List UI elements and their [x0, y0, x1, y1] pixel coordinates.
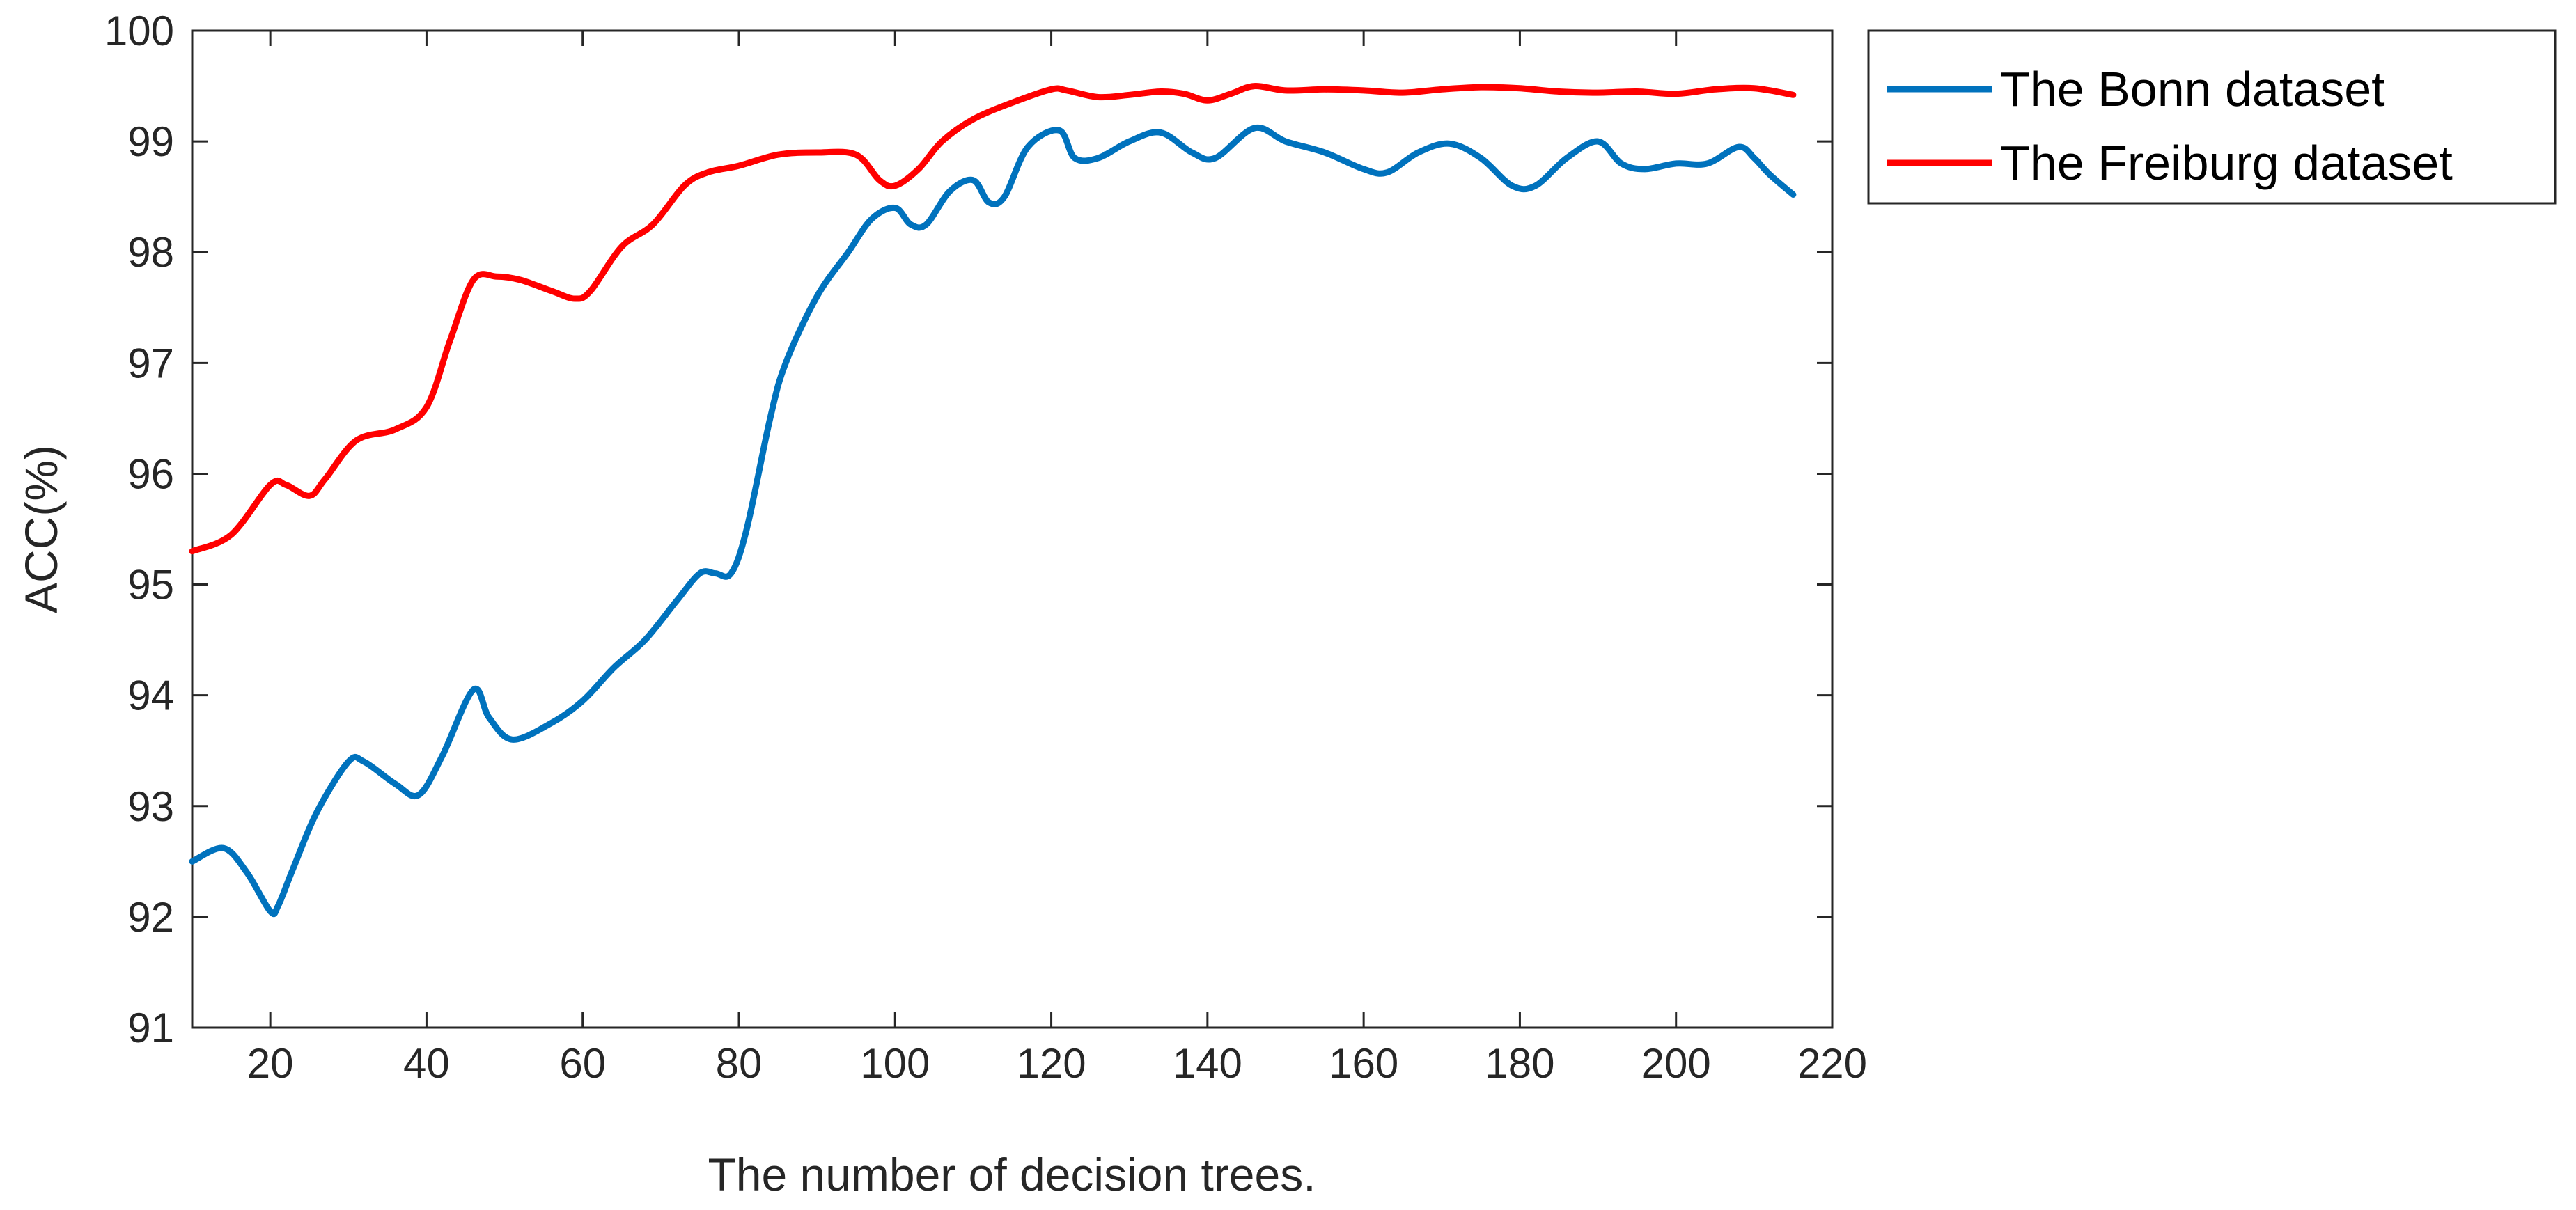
series-line-bonn — [189, 124, 1797, 918]
y-tick-label: 98 — [127, 229, 174, 276]
y-tick-label: 100 — [104, 8, 174, 54]
x-tick-label: 120 — [1017, 1040, 1086, 1087]
y-tick-label: 91 — [127, 1005, 174, 1051]
legend-label-bonn: The Bonn dataset — [2000, 62, 2385, 116]
series-line-freiburg — [189, 83, 1797, 555]
y-tick-label: 93 — [127, 783, 174, 830]
x-axis-ticks: 20 40 60 80 100 120 140 160 180 200 220 — [247, 31, 1867, 1087]
y-axis-ticks: 91 92 93 94 95 96 97 98 99 100 — [104, 8, 1832, 1051]
series-layer — [189, 83, 1797, 918]
y-tick-label: 94 — [127, 673, 174, 719]
x-axis-label: The number of decision trees. — [708, 1149, 1316, 1200]
y-tick-label: 95 — [127, 562, 174, 608]
x-tick-label: 140 — [1173, 1040, 1242, 1087]
x-tick-label: 200 — [1641, 1040, 1711, 1087]
axes-box — [191, 29, 1834, 1029]
x-tick-label: 20 — [247, 1040, 294, 1087]
y-tick-label: 99 — [127, 118, 174, 165]
x-tick-label: 100 — [860, 1040, 930, 1087]
x-tick-label: 40 — [403, 1040, 450, 1087]
x-tick-label: 160 — [1329, 1040, 1398, 1087]
y-tick-label: 97 — [127, 340, 174, 386]
y-axis-label: ACC(%) — [15, 445, 67, 613]
x-tick-label: 80 — [716, 1040, 763, 1087]
y-tick-label: 92 — [127, 894, 174, 941]
plot-area — [189, 29, 1834, 1029]
y-tick-label: 96 — [127, 450, 174, 497]
legend: The Bonn dataset The Freiburg dataset — [1867, 29, 2557, 205]
x-tick-label: 60 — [559, 1040, 606, 1087]
x-tick-label: 220 — [1797, 1040, 1867, 1087]
x-tick-label: 180 — [1485, 1040, 1554, 1087]
legend-box — [1867, 29, 2557, 205]
legend-label-freiburg: The Freiburg dataset — [2000, 136, 2453, 190]
